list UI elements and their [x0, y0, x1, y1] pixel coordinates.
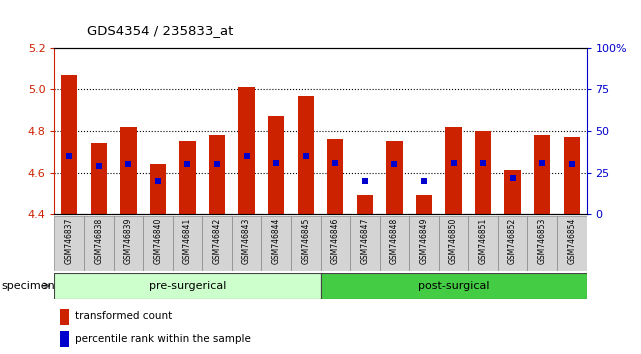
Point: [271, 160, 281, 165]
Point: [478, 160, 488, 165]
Bar: [475, 131, 491, 214]
Text: GSM746845: GSM746845: [301, 218, 310, 264]
Point: [212, 161, 222, 167]
FancyBboxPatch shape: [291, 216, 320, 271]
Text: GSM746840: GSM746840: [153, 218, 162, 264]
Point: [330, 160, 340, 165]
Point: [183, 161, 193, 167]
Text: GSM746842: GSM746842: [213, 218, 222, 264]
Text: specimen: specimen: [1, 281, 55, 291]
Point: [508, 175, 518, 181]
FancyBboxPatch shape: [320, 216, 350, 271]
FancyBboxPatch shape: [84, 216, 113, 271]
FancyBboxPatch shape: [379, 216, 409, 271]
Text: transformed count: transformed count: [75, 312, 172, 321]
Point: [389, 161, 399, 167]
FancyBboxPatch shape: [54, 216, 84, 271]
Bar: [209, 135, 225, 214]
Bar: [327, 139, 344, 214]
Text: GSM746839: GSM746839: [124, 218, 133, 264]
Point: [537, 160, 547, 165]
Point: [360, 178, 370, 184]
Bar: [563, 137, 580, 214]
Text: GDS4354 / 235833_at: GDS4354 / 235833_at: [87, 24, 233, 37]
Bar: [121, 127, 137, 214]
Text: GSM746850: GSM746850: [449, 218, 458, 264]
Point: [301, 153, 311, 159]
Point: [123, 161, 133, 167]
Point: [242, 153, 252, 159]
Text: percentile rank within the sample: percentile rank within the sample: [75, 334, 251, 344]
FancyBboxPatch shape: [172, 216, 203, 271]
Point: [567, 161, 577, 167]
FancyBboxPatch shape: [320, 273, 587, 299]
Text: post-surgical: post-surgical: [418, 281, 489, 291]
Text: pre-surgerical: pre-surgerical: [149, 281, 226, 291]
Text: GSM746849: GSM746849: [419, 218, 428, 264]
Bar: [268, 116, 285, 214]
Bar: [90, 143, 107, 214]
Bar: [60, 309, 69, 325]
Bar: [356, 195, 373, 214]
Bar: [387, 141, 403, 214]
FancyBboxPatch shape: [113, 216, 143, 271]
Bar: [238, 87, 254, 214]
Bar: [445, 127, 462, 214]
Bar: [297, 96, 314, 214]
Text: GSM746843: GSM746843: [242, 218, 251, 264]
Text: GSM746851: GSM746851: [479, 218, 488, 264]
FancyBboxPatch shape: [438, 216, 469, 271]
Text: GSM746854: GSM746854: [567, 218, 576, 264]
Bar: [60, 331, 69, 347]
Point: [153, 178, 163, 184]
FancyBboxPatch shape: [350, 216, 379, 271]
Bar: [61, 75, 78, 214]
FancyBboxPatch shape: [232, 216, 262, 271]
Bar: [416, 195, 432, 214]
FancyBboxPatch shape: [262, 216, 291, 271]
FancyBboxPatch shape: [498, 216, 528, 271]
Text: GSM746837: GSM746837: [65, 218, 74, 264]
Point: [448, 160, 458, 165]
FancyBboxPatch shape: [54, 273, 320, 299]
Bar: [504, 171, 520, 214]
FancyBboxPatch shape: [528, 216, 557, 271]
Point: [419, 178, 429, 184]
FancyBboxPatch shape: [469, 216, 498, 271]
FancyBboxPatch shape: [203, 216, 232, 271]
Point: [94, 163, 104, 169]
Text: GSM746844: GSM746844: [272, 218, 281, 264]
FancyBboxPatch shape: [143, 216, 172, 271]
Bar: [179, 141, 196, 214]
Bar: [150, 164, 166, 214]
FancyBboxPatch shape: [557, 216, 587, 271]
Bar: [534, 135, 551, 214]
Text: GSM746841: GSM746841: [183, 218, 192, 264]
Text: GSM746847: GSM746847: [360, 218, 369, 264]
Text: GSM746848: GSM746848: [390, 218, 399, 264]
FancyBboxPatch shape: [409, 216, 438, 271]
Text: GSM746853: GSM746853: [538, 218, 547, 264]
Text: GSM746846: GSM746846: [331, 218, 340, 264]
Text: GSM746852: GSM746852: [508, 218, 517, 264]
Text: GSM746838: GSM746838: [94, 218, 103, 264]
Point: [64, 153, 74, 159]
